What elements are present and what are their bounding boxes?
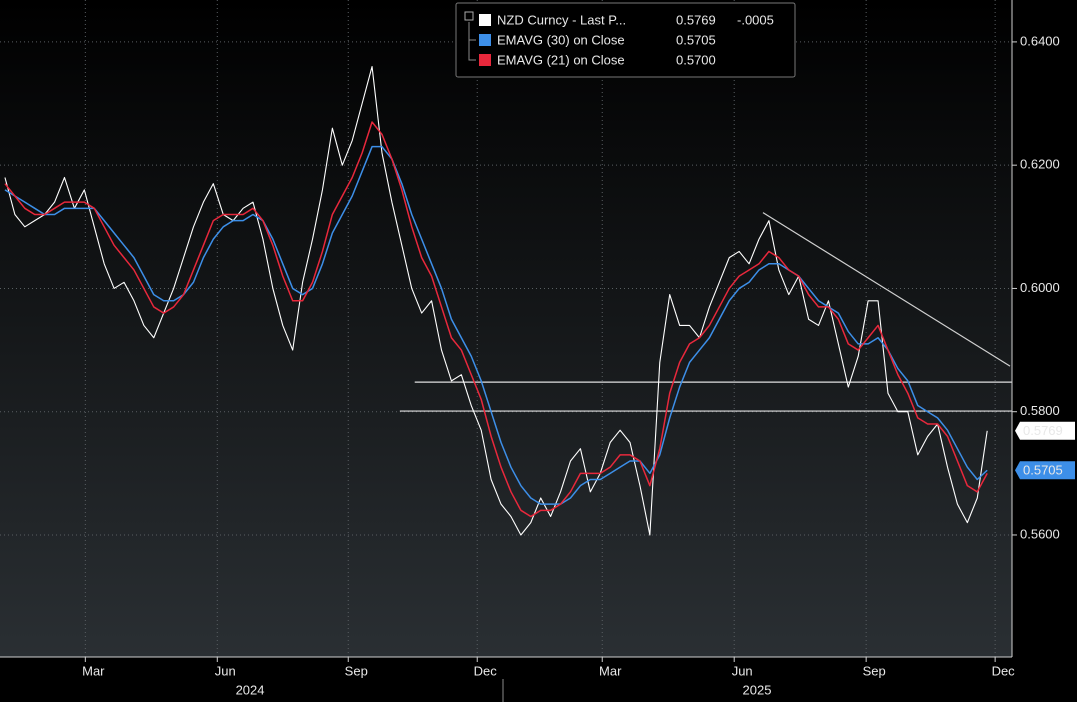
last-value-tag: 0.5769 [1015,421,1075,440]
x-tick-label: Dec [474,663,498,678]
y-tick-label: 0.6400 [1020,33,1060,48]
legend-swatch [479,54,491,66]
y-tick-label: 0.6200 [1020,157,1060,172]
legend-value: 0.5705 [676,32,716,47]
legend-change: -.0005 [737,12,774,27]
legend-tree [468,22,476,61]
last-value-label: 0.5769 [1023,423,1063,438]
legend-name: EMAVG (21) on Close [497,52,625,67]
ema-line [4,145,988,505]
last-value-label: 0.5705 [1023,463,1063,478]
y-tick-label: 0.5800 [1020,403,1060,418]
x-tick-label: Mar [82,663,105,678]
legend-swatch [479,34,491,46]
legend-name: NZD Curncy - Last P... [497,12,626,27]
annotation-line [762,212,1011,367]
legend-collapse[interactable] [464,11,474,21]
year-label: 2024 [236,682,265,697]
legend-value: 0.5700 [676,52,716,67]
legend-box [455,2,796,78]
plot-background [0,0,1012,657]
y-tick-label: 0.6000 [1020,280,1060,295]
x-tick-label: Sep [345,663,368,678]
year-label: 2025 [743,682,772,697]
x-tick-label: Jun [215,663,236,678]
last-value-box [1015,421,1075,440]
x-tick-label: Jun [732,663,753,678]
y-tick-label: 0.5600 [1020,526,1060,541]
x-axis-band [0,657,1077,702]
legend-swatch [479,14,491,26]
x-tick-label: Dec [992,663,1016,678]
last-value-tag: 0.5705 [1015,461,1075,480]
x-tick-label: Sep [863,663,886,678]
legend-name: EMAVG (30) on Close [497,32,625,47]
last-value-box [1015,461,1075,480]
ema-line [4,121,988,518]
legend-value: 0.5769 [676,12,716,27]
x-tick-label: Mar [599,663,622,678]
